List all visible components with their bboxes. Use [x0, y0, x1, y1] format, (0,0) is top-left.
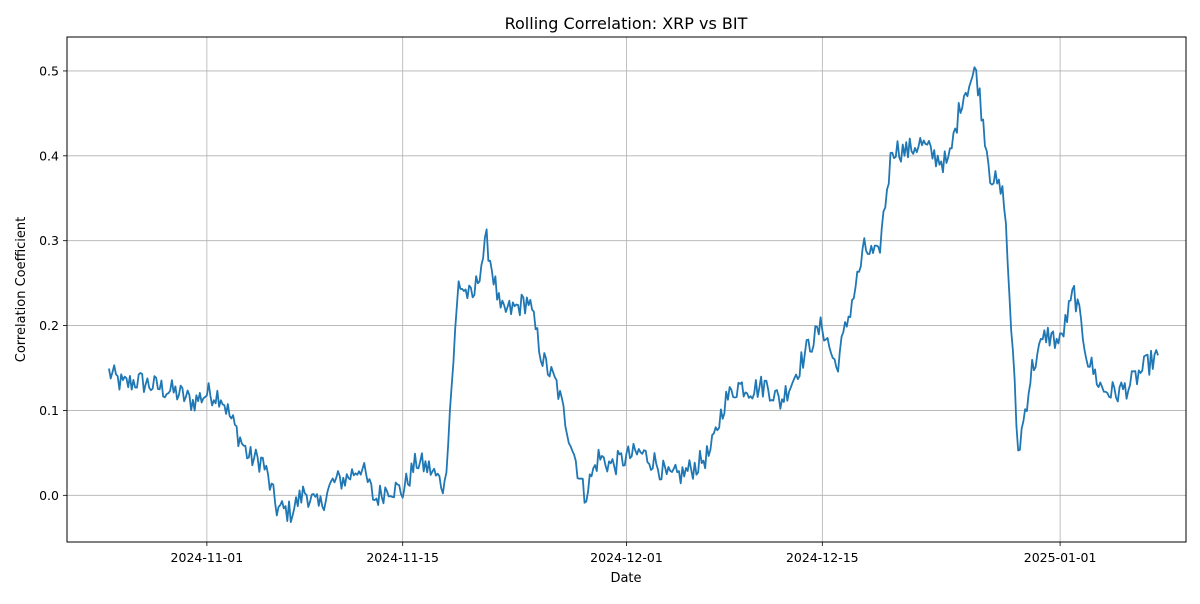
chart-title: Rolling Correlation: XRP vs BIT [505, 14, 748, 33]
x-tick-label: 2024-11-15 [366, 550, 439, 565]
y-tick-label: 0.4 [39, 148, 59, 163]
x-tick-label: 2024-12-15 [786, 550, 859, 565]
y-tick-label: 0.2 [39, 318, 59, 333]
grid-lines [67, 37, 1186, 542]
y-tick-label: 0.0 [39, 488, 59, 503]
y-tick-label: 0.3 [39, 233, 59, 248]
x-tick-label: 2025-01-01 [1024, 550, 1097, 565]
y-axis-label: Correlation Coefficient [14, 217, 29, 363]
y-tick-label: 0.1 [39, 403, 59, 418]
x-axis-label: Date [610, 571, 641, 586]
x-tick-label: 2024-12-01 [590, 550, 663, 565]
y-tick-label: 0.5 [39, 63, 59, 78]
x-tick-label: 2024-11-01 [171, 550, 244, 565]
series-layer [108, 66, 1159, 523]
correlation-line [108, 66, 1159, 523]
axis-ticks: 2024-11-01 2024-11-15 2024-12-01 2024-12-15… [39, 63, 1096, 565]
